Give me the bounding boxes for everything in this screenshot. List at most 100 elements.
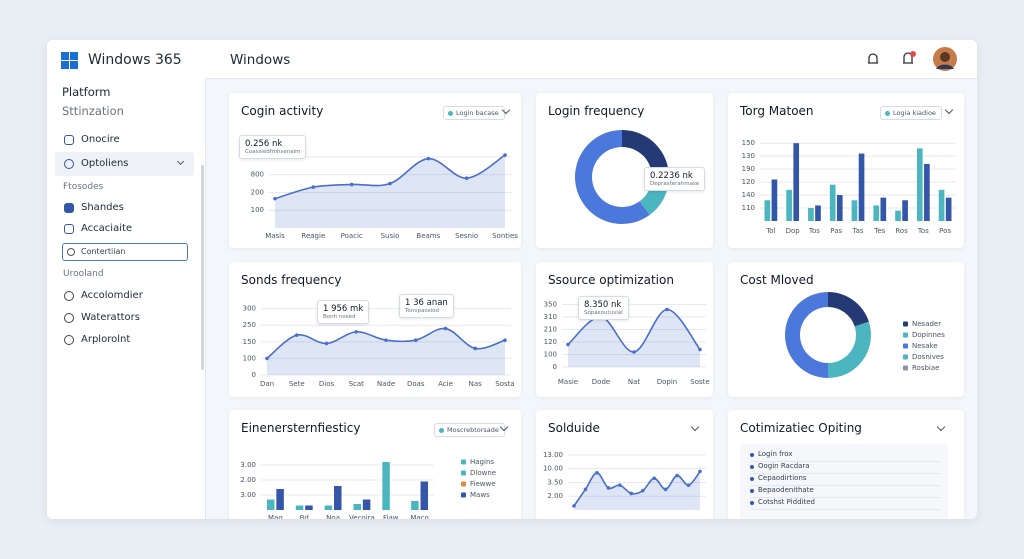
logo <box>61 52 78 69</box>
tooltip-value: 0.256 nk <box>245 139 283 149</box>
y-tick-label: 250 <box>243 321 256 329</box>
nav-item[interactable]: Shandes <box>81 202 124 213</box>
app-name: Windows 365 <box>88 52 182 68</box>
legend-label: Fiewwe <box>470 480 496 488</box>
panel-title: Einenersternfiesticy <box>241 421 361 435</box>
bar <box>362 499 371 510</box>
list-bg <box>740 444 948 519</box>
list-bullet <box>750 477 754 481</box>
panel-title: Cogin activity <box>241 104 324 118</box>
nav-item[interactable]: Accaciaite <box>81 223 133 234</box>
tooltip: 1 956 mk Bonh nosed <box>317 300 370 324</box>
list-item: Login frox <box>758 450 793 458</box>
y-tick-label: 2.00 <box>547 492 563 500</box>
panel-title: Ssource optimization <box>548 273 674 287</box>
panel-title: Solduide <box>548 421 600 435</box>
scrollbar <box>201 165 204 370</box>
nav-item[interactable]: Waterattors <box>81 312 140 323</box>
point <box>503 153 507 157</box>
section-label: Ftosodes <box>63 182 104 192</box>
panel-title: Login frequency <box>548 104 645 118</box>
y-tick-label: 100 <box>251 206 264 214</box>
tooltip-label: Coassiedfmhsenalm <box>245 149 301 155</box>
donut-segment <box>828 292 869 327</box>
point <box>632 350 636 354</box>
dropdown[interactable]: Moscrebtorsade <box>434 423 505 437</box>
point <box>464 176 469 181</box>
point <box>606 486 611 490</box>
bar <box>924 163 930 221</box>
legend-label: Dopinnes <box>912 331 945 339</box>
tooltip-label: Bonh nosed <box>323 314 356 320</box>
point <box>443 326 448 331</box>
y-tick-label: 3.50 <box>547 478 563 486</box>
area <box>568 309 700 367</box>
bar <box>873 205 880 221</box>
x-tick-label: Acie <box>438 380 453 388</box>
tooltip-label: Sopasoutuvlal <box>584 310 623 316</box>
dropdown[interactable]: Login bacase <box>443 106 505 120</box>
point <box>311 185 316 189</box>
bar <box>858 153 865 221</box>
bar <box>808 208 814 221</box>
x-tick-label: Dan <box>260 380 274 388</box>
legend-label: Hagins <box>470 458 494 466</box>
avatar[interactable] <box>933 47 957 71</box>
item-icon <box>64 224 74 234</box>
x-tick-label: Dopin <box>657 378 678 386</box>
help-icon[interactable] <box>865 51 881 67</box>
point <box>503 338 507 342</box>
legend-swatch <box>461 459 466 465</box>
nav-item[interactable]: Accolomdier <box>81 290 143 301</box>
legend-label: Dosnives <box>912 353 944 361</box>
item-icon <box>64 159 74 169</box>
y-tick-label: 140 <box>742 191 755 199</box>
x-tick-label: Masie <box>558 378 578 386</box>
legend-swatch <box>461 492 466 498</box>
header: Windows 365 Windows <box>47 40 977 79</box>
x-tick-label: Sosta <box>495 380 514 388</box>
list-bullet <box>750 501 754 505</box>
point <box>388 181 392 186</box>
panel-title: Cotimizatiec Opiting <box>740 421 862 435</box>
point <box>698 347 702 352</box>
x-tick-label: Dode <box>592 378 610 386</box>
tooltip-value: 1 956 mk <box>323 304 364 314</box>
legend-swatch <box>903 354 908 360</box>
point <box>629 491 634 496</box>
bar <box>420 481 429 510</box>
notification-icon[interactable] <box>900 49 918 67</box>
nav-item[interactable]: Arplorolnt <box>81 334 131 345</box>
y-tick-label: 120 <box>742 178 755 186</box>
search-box[interactable] <box>62 243 188 261</box>
x-tick-label: Susio <box>381 232 400 240</box>
y-tick-label: 100 <box>544 351 557 359</box>
bar <box>786 189 792 221</box>
x-tick-label: Mag <box>268 514 283 519</box>
bar <box>276 489 284 510</box>
item-icon <box>64 135 74 145</box>
area <box>267 328 505 375</box>
panel: Cotimizatiec Opiting Login frox Oogin Racd… <box>728 410 964 519</box>
list-rule <box>750 473 940 474</box>
x-tick-label: Fiaw <box>383 514 399 519</box>
list-rule <box>750 485 940 486</box>
y-tick-label: 0 <box>553 363 557 371</box>
point <box>566 342 570 347</box>
nav-item[interactable]: Onocire <box>81 134 120 145</box>
bar <box>771 179 778 221</box>
nav-item[interactable]: Optoliens <box>81 158 129 169</box>
y-tick-label: 130 <box>742 152 755 160</box>
x-tick-label: Noa <box>326 514 340 519</box>
point <box>426 156 431 161</box>
legend-swatch <box>903 365 908 371</box>
x-tick-label: Tol <box>765 227 775 235</box>
x-tick-label: Tos <box>917 227 929 235</box>
dropdown[interactable]: Logia kiadioe <box>880 106 942 120</box>
point <box>686 483 691 487</box>
panel: 110 140 120 190 130 150 Tol Dop Tos Pas Tas Tes Ros T… <box>728 93 964 248</box>
y-tick-label: 120 <box>544 338 557 346</box>
panel: 0 100 120 210 310 350 Masie Dode Nat Dopin Soste Ss… <box>536 262 713 397</box>
x-tick-label: Beams <box>416 232 440 240</box>
list-item: Cepaodirtions <box>758 474 807 482</box>
